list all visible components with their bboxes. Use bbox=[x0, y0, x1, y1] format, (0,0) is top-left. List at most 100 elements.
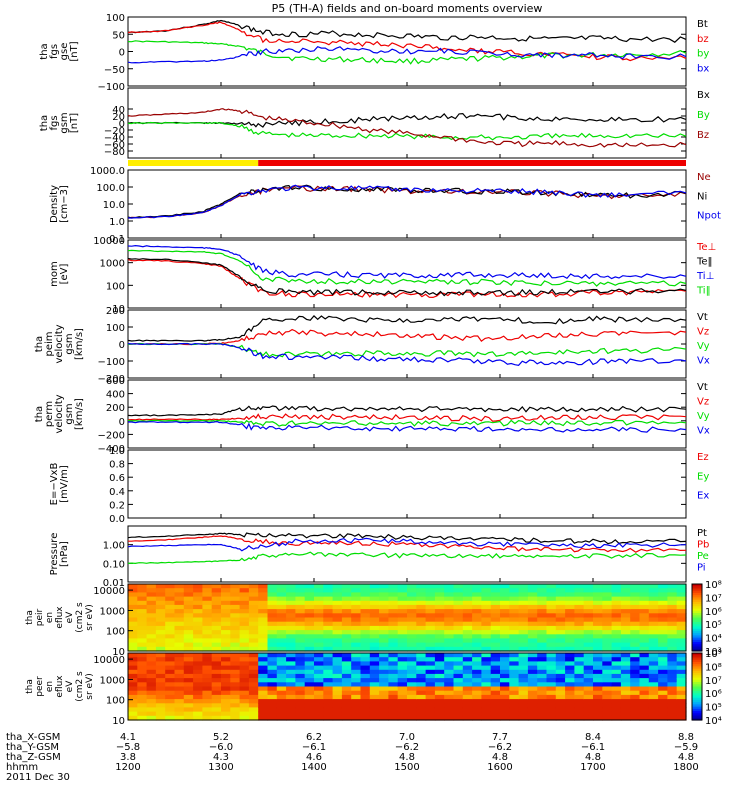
spectrogram-cell bbox=[620, 686, 631, 692]
spectrogram-cell bbox=[155, 707, 166, 713]
spectrogram-cell bbox=[667, 711, 678, 717]
spectrogram-cell bbox=[407, 699, 417, 704]
spectrogram-cell bbox=[620, 609, 631, 614]
spectrogram-cell bbox=[230, 621, 241, 627]
spectrogram-cell bbox=[388, 707, 399, 713]
spectrogram-cell bbox=[369, 715, 380, 721]
spectrogram-cell bbox=[518, 661, 529, 667]
spectrogram-cell bbox=[155, 673, 166, 679]
spectrogram-cell bbox=[648, 711, 659, 717]
spectrogram-cell bbox=[146, 613, 157, 619]
spectrogram-cell bbox=[183, 609, 194, 614]
spectrogram-cell bbox=[593, 707, 603, 713]
spectrogram-cell bbox=[165, 694, 176, 700]
spectrogram-cell bbox=[565, 707, 575, 713]
spectrogram-cell bbox=[248, 711, 259, 717]
colorbar-cell bbox=[692, 639, 702, 643]
y-axis-label: fgs bbox=[49, 115, 60, 130]
spectrogram-cell bbox=[472, 715, 482, 721]
spectrogram-cell bbox=[537, 592, 548, 598]
spectrogram-cell bbox=[360, 669, 371, 675]
spectrogram-cell bbox=[211, 661, 222, 667]
spectrogram-cell bbox=[462, 682, 473, 688]
spectrogram-cell bbox=[416, 657, 427, 662]
spectrogram-cell bbox=[230, 596, 241, 602]
spectrogram-cell bbox=[397, 646, 408, 652]
spectrogram-cell bbox=[490, 604, 501, 610]
spectrogram-cell bbox=[314, 673, 324, 679]
spectrogram-cell bbox=[481, 592, 492, 598]
legend-Ti⊥: Ti⊥ bbox=[696, 271, 714, 282]
spectrogram-cell bbox=[676, 642, 687, 648]
spectrogram-cell bbox=[258, 657, 269, 662]
spectrogram-cell bbox=[676, 707, 687, 713]
spectrogram-cell bbox=[183, 707, 194, 713]
spectrogram-cell bbox=[202, 621, 213, 627]
panel-frame bbox=[127, 449, 687, 519]
footer-value: 1700 bbox=[580, 762, 605, 773]
spectrogram-cell bbox=[639, 661, 650, 667]
spectrogram-cell bbox=[630, 694, 641, 700]
y-tick-label: 10000 bbox=[93, 586, 125, 597]
spectrogram-cell bbox=[360, 682, 371, 688]
spectrogram-cell bbox=[137, 673, 148, 679]
spectrogram-cell bbox=[509, 630, 520, 635]
spectrogram-cell bbox=[555, 646, 566, 652]
spectrogram-cell bbox=[388, 703, 399, 709]
spectrogram-cell bbox=[248, 588, 259, 593]
spectrogram-cell bbox=[565, 686, 575, 692]
spectrogram-cell bbox=[444, 634, 455, 640]
spectrogram-cell bbox=[128, 600, 138, 606]
spectrogram-cell bbox=[639, 634, 650, 640]
spectrogram-cell bbox=[527, 609, 538, 614]
spectrogram-cell bbox=[351, 638, 362, 644]
spectrogram-cell bbox=[583, 673, 594, 679]
spectrogram-cell bbox=[128, 584, 138, 589]
colorbar-cell bbox=[692, 655, 702, 658]
spectrogram-cell bbox=[369, 621, 380, 627]
spectrogram-cell bbox=[174, 665, 185, 671]
colorbar-cell bbox=[692, 691, 702, 694]
spectrogram-cell bbox=[369, 657, 380, 662]
spectrogram-cell bbox=[667, 609, 678, 614]
spectrogram-cell bbox=[276, 642, 287, 648]
spectrogram-cell bbox=[453, 694, 464, 700]
spectrogram-cell bbox=[546, 604, 557, 610]
spectrogram-cell bbox=[500, 686, 510, 692]
spectrogram-cell bbox=[416, 613, 427, 619]
spectrogram-cell bbox=[351, 592, 362, 598]
spectrogram-cell bbox=[304, 584, 315, 589]
spectrogram-cell bbox=[146, 699, 157, 704]
spectrogram-cell bbox=[527, 600, 538, 606]
spectrogram-cell bbox=[295, 630, 306, 635]
spectrogram-cell bbox=[527, 642, 538, 648]
colorbar-cell bbox=[692, 659, 702, 663]
spectrogram-cell bbox=[658, 694, 668, 700]
spectrogram-cell bbox=[155, 592, 166, 598]
spectrogram-cell bbox=[676, 715, 687, 721]
spectrogram-cell bbox=[174, 673, 185, 679]
spectrogram-cell bbox=[248, 584, 259, 589]
spectrogram-cell bbox=[620, 592, 631, 598]
spectrogram-cell bbox=[667, 699, 678, 704]
spectrogram-cell bbox=[611, 625, 622, 631]
spectrogram-cell bbox=[146, 715, 157, 721]
spectrogram-cell bbox=[434, 682, 445, 688]
spectrogram-cell bbox=[341, 690, 352, 696]
legend-Vy: Vy bbox=[697, 411, 710, 422]
spectrogram-cell bbox=[555, 694, 566, 700]
spectrogram-cell bbox=[211, 686, 222, 692]
spectrogram-cell bbox=[555, 682, 566, 688]
spectrogram-cell bbox=[304, 715, 315, 721]
spectrogram-cell bbox=[565, 638, 575, 644]
spectrogram-cell bbox=[137, 653, 148, 658]
spectrogram-cell bbox=[211, 657, 222, 662]
y-tick-label: 10000 bbox=[93, 655, 125, 666]
spectrogram-cell bbox=[276, 699, 287, 704]
spectrogram-cell bbox=[667, 669, 678, 675]
spectrogram-cell bbox=[314, 584, 324, 589]
spectrogram-cell bbox=[174, 703, 185, 709]
y-axis-label: eflux bbox=[55, 675, 65, 698]
spectrogram-cell bbox=[379, 703, 389, 709]
spectrogram-cell bbox=[509, 686, 520, 692]
